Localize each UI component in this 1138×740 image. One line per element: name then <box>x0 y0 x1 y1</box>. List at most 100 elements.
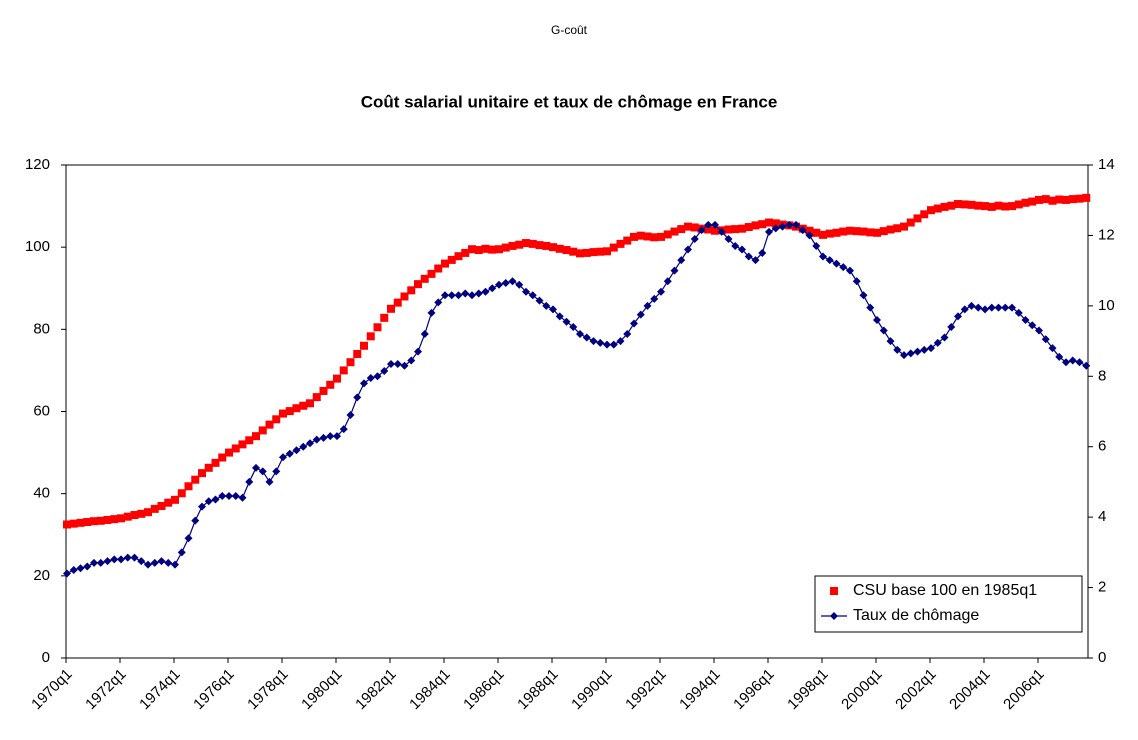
marker-diamond <box>110 555 119 564</box>
marker-diamond <box>839 263 848 272</box>
marker-square <box>258 426 267 435</box>
marker-square <box>339 366 348 375</box>
marker-square <box>1001 202 1010 211</box>
marker-diamond <box>920 345 929 354</box>
marker-square <box>434 264 443 273</box>
marker-diamond <box>852 277 861 286</box>
marker-square <box>711 226 719 235</box>
marker-square <box>751 221 760 230</box>
marker-diamond <box>447 291 456 300</box>
y-tick-label: 0 <box>42 649 50 666</box>
marker-square <box>171 495 179 504</box>
marker-square <box>724 225 733 234</box>
marker-diamond <box>495 280 503 289</box>
marker-diamond <box>677 256 686 265</box>
marker-diamond <box>569 322 578 331</box>
marker-diamond <box>184 534 193 543</box>
marker-square <box>684 222 692 231</box>
page-header: G-coût <box>551 23 588 37</box>
marker-diamond <box>670 266 679 275</box>
marker-diamond <box>576 330 584 339</box>
marker-square <box>805 226 814 235</box>
y2-tick-label: 4 <box>1098 508 1106 525</box>
marker-square <box>184 482 193 491</box>
marker-square <box>555 244 564 253</box>
marker-diamond <box>663 277 672 286</box>
marker-diamond <box>238 493 247 502</box>
marker-diamond <box>974 303 983 312</box>
y2-tick-label: 14 <box>1098 156 1115 173</box>
marker-square <box>360 341 368 350</box>
marker-diamond <box>198 502 206 511</box>
y2-tick-label: 6 <box>1098 438 1106 455</box>
marker-square <box>1041 195 1050 204</box>
marker-square <box>825 229 834 238</box>
marker-diamond <box>137 557 146 566</box>
marker-square <box>123 512 132 521</box>
marker-square <box>150 504 159 513</box>
marker-diamond <box>225 492 233 501</box>
marker-diamond <box>819 252 827 261</box>
marker-diamond <box>204 497 213 506</box>
marker-diamond <box>940 333 949 342</box>
marker-diamond <box>353 393 362 402</box>
marker-square <box>427 269 436 278</box>
marker-diamond <box>279 453 287 462</box>
marker-diamond <box>960 305 969 314</box>
marker-diamond <box>258 467 267 476</box>
marker-diamond <box>306 439 314 448</box>
marker-square <box>906 218 915 227</box>
marker-diamond <box>1021 315 1030 324</box>
marker-square <box>670 227 679 236</box>
marker-diamond <box>171 560 179 569</box>
marker-square <box>245 436 254 445</box>
marker-square <box>960 200 969 209</box>
marker-diamond <box>785 220 794 229</box>
marker-diamond <box>326 432 335 441</box>
marker-diamond <box>697 226 706 235</box>
marker-diamond <box>272 467 281 476</box>
marker-square <box>947 201 956 210</box>
marker-square <box>987 202 996 211</box>
chart-title: Coût salarial unitaire et taux de chômag… <box>361 92 778 111</box>
x-tick-label: 1978q1 <box>244 666 291 713</box>
x-tick-label: 2002q1 <box>892 666 939 713</box>
marker-diamond <box>454 291 463 300</box>
marker-square <box>1082 193 1091 202</box>
marker-square <box>225 448 233 457</box>
marker-square <box>623 236 632 245</box>
marker-diamond <box>589 337 598 346</box>
marker-diamond <box>157 557 166 566</box>
marker-diamond <box>873 315 881 324</box>
marker-diamond <box>792 220 800 229</box>
marker-square <box>117 514 125 523</box>
marker-diamond <box>744 252 753 261</box>
marker-square <box>474 246 483 255</box>
marker-diamond <box>616 337 625 346</box>
marker-square <box>1055 195 1064 204</box>
marker-square <box>157 501 166 510</box>
marker-diamond <box>913 347 922 356</box>
marker-diamond <box>805 231 814 240</box>
marker-diamond <box>319 433 328 442</box>
marker-square <box>1062 195 1070 204</box>
marker-diamond <box>1014 308 1023 317</box>
marker-diamond <box>481 287 490 296</box>
marker-diamond <box>515 280 524 289</box>
marker-diamond <box>76 564 85 573</box>
marker-diamond <box>1075 358 1084 367</box>
marker-diamond <box>609 340 618 349</box>
marker-square <box>238 440 247 449</box>
x-tick-label: 1974q1 <box>136 666 183 713</box>
marker-square <box>528 239 537 248</box>
y-tick-label: 60 <box>33 402 50 419</box>
marker-square <box>272 415 281 424</box>
marker-diamond <box>299 442 308 451</box>
marker-square <box>319 386 328 395</box>
marker-diamond <box>1082 361 1091 370</box>
marker-square <box>933 204 942 213</box>
marker-diamond <box>245 477 254 486</box>
marker-diamond <box>947 322 956 331</box>
marker-square <box>657 232 665 241</box>
marker-diamond <box>866 303 875 312</box>
